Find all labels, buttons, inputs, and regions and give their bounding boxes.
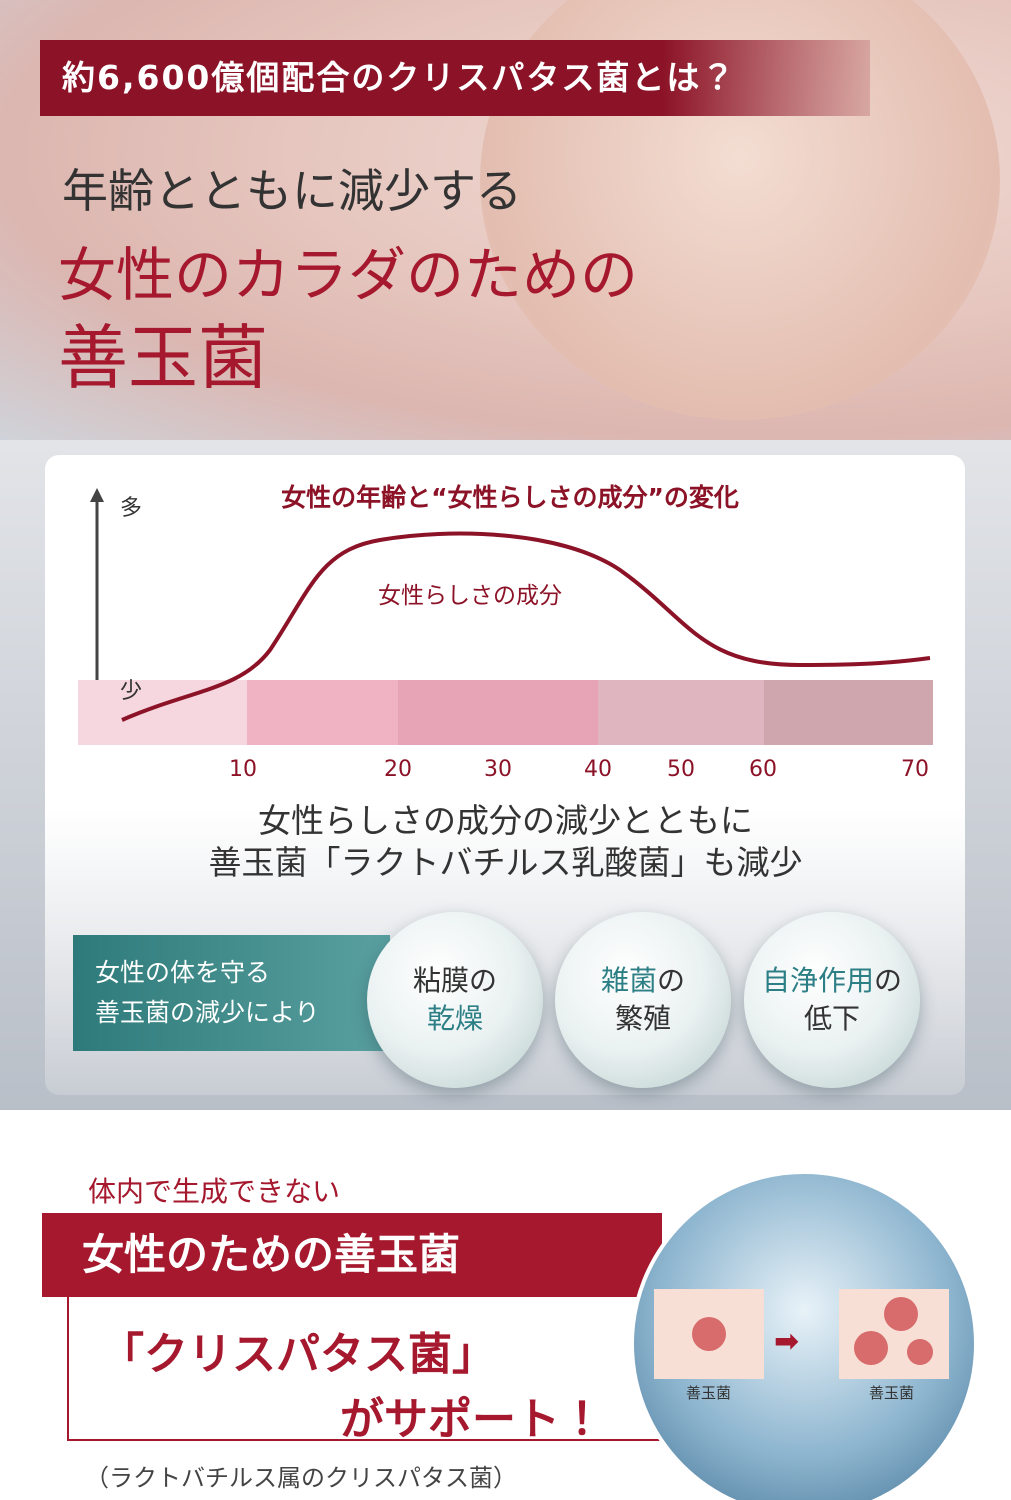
y-high: 多: [120, 496, 142, 521]
circle-line: 雑菌の: [601, 962, 685, 1000]
circle-line: 自浄作用の: [762, 962, 902, 1000]
circle-text: 繁殖: [614, 1002, 671, 1035]
bacterium: [854, 1331, 888, 1365]
age-tick: 20: [384, 757, 412, 782]
summary: 女性らしさの成分の減少とともに 善玉菌「ラクトバチルス乳酸菌」も減少: [0, 800, 1011, 884]
circle-line: 乾燥: [427, 1000, 483, 1038]
bacterium: [884, 1297, 918, 1331]
title-box: 女性のための善玉菌: [42, 1213, 662, 1297]
effect-circle: 自浄作用の 低下: [744, 912, 920, 1088]
circle-line: 低下: [804, 1000, 860, 1038]
circle-text: 粘膜の: [412, 964, 497, 997]
effect-circle: 粘膜の 乾燥: [367, 912, 543, 1088]
effect-circle: 雑菌の 繁殖: [555, 912, 731, 1088]
banner: 約6,600億個配合のクリスパタス菌とは？: [40, 40, 870, 116]
circle-text: 低下: [803, 1002, 860, 1035]
age-chart: 多 少 女性の年齢と“女性らしさの成分”の変化 女性らしさの成分 10 20 30 4…: [78, 483, 933, 782]
circle-text: 乾燥: [426, 1002, 483, 1035]
arrow: ➡: [774, 1324, 800, 1359]
chart-title: 女性の年齢と“女性らしさの成分”の変化: [281, 483, 739, 512]
age-tick: 50: [667, 757, 695, 782]
circle-text: の: [874, 964, 903, 997]
support-line: 「クリスパタス菌」: [100, 1329, 496, 1380]
circle-text: 自浄作用: [761, 964, 874, 997]
age-tick: 60: [749, 757, 777, 782]
intro: 体内で生成できない: [88, 1175, 341, 1208]
age-band: [247, 680, 398, 745]
age-band: [764, 680, 933, 745]
bacteria-image: ➡ 善玉菌 善玉菌: [630, 1170, 978, 1500]
panel: [839, 1289, 949, 1379]
summary-line: 女性らしさの成分の減少とともに: [258, 801, 753, 840]
headline: 年齢とともに減少する: [62, 164, 522, 218]
lead-line: 善玉菌の減少により: [95, 998, 320, 1027]
bacterium: [907, 1339, 933, 1365]
circle-text: の: [657, 964, 686, 997]
bacterium: [692, 1317, 726, 1351]
lead-line: 女性の体を守る: [95, 958, 271, 987]
circle-line: 繁殖: [615, 1000, 671, 1038]
support-line: がサポート！: [340, 1394, 604, 1445]
circle-line: 粘膜の: [413, 962, 497, 1000]
panel-label: 善玉菌: [869, 1384, 915, 1402]
age-tick: 30: [484, 757, 512, 782]
summary-line: 善玉菌「ラクトバチルス乳酸菌」も減少: [208, 843, 803, 882]
y-low: 少: [120, 679, 142, 704]
headline: 善玉菌: [58, 317, 268, 399]
panel: [654, 1289, 764, 1379]
panel-label: 善玉菌: [686, 1384, 732, 1402]
age-tick: 10: [229, 757, 257, 782]
age-band: [398, 680, 598, 745]
circle-text: 雑菌: [600, 964, 657, 997]
arrow-head: [90, 488, 104, 502]
note: （ラクトバチルス属のクリスパタス菌）: [85, 1464, 517, 1492]
age-tick: 40: [584, 757, 612, 782]
bracket: [67, 1297, 660, 1441]
curve-label: 女性らしさの成分: [378, 583, 562, 609]
age-band: [598, 680, 764, 745]
headline: 女性のカラダのための: [58, 241, 639, 309]
curve: [121, 531, 931, 722]
lead-box: 女性の体を守る 善玉菌の減少により: [73, 935, 390, 1051]
age-tick: 70: [901, 757, 929, 782]
age-band: [78, 680, 247, 745]
